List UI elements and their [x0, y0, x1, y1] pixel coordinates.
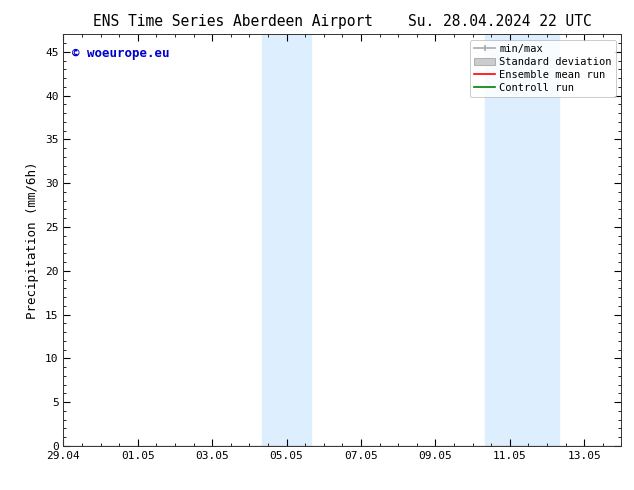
Legend: min/max, Standard deviation, Ensemble mean run, Controll run: min/max, Standard deviation, Ensemble me… — [470, 40, 616, 97]
Title: ENS Time Series Aberdeen Airport    Su. 28.04.2024 22 UTC: ENS Time Series Aberdeen Airport Su. 28.… — [93, 14, 592, 29]
Bar — [262, 34, 311, 446]
Y-axis label: Precipitation (mm/6h): Precipitation (mm/6h) — [27, 161, 39, 319]
Bar — [485, 34, 559, 446]
Text: © woeurope.eu: © woeurope.eu — [72, 47, 169, 60]
